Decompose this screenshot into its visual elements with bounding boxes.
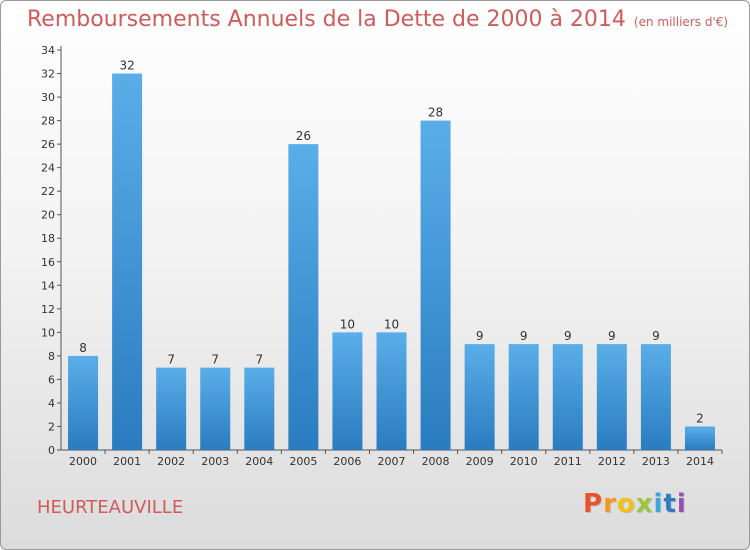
- y-tick-label: 6: [48, 373, 55, 386]
- x-tick-label: 2013: [642, 455, 670, 468]
- data-label: 9: [652, 329, 660, 343]
- bar: [156, 367, 187, 450]
- y-tick-label: 16: [41, 256, 55, 269]
- y-tick-label: 8: [48, 350, 55, 363]
- bar: [596, 344, 627, 450]
- bar: [200, 367, 231, 450]
- x-tick-label: 2014: [686, 455, 714, 468]
- bars: [68, 73, 715, 451]
- bar: [552, 344, 583, 450]
- title-unit: (en milliers d'€): [633, 15, 729, 29]
- chart-title: Remboursements Annuels de la Dette de 20…: [27, 7, 728, 32]
- x-tick-label: 2009: [466, 455, 494, 468]
- y-tick-label: 2: [48, 420, 55, 433]
- y-tick-label: 4: [48, 397, 55, 410]
- bar: [288, 144, 319, 450]
- y-tick-label: 32: [41, 68, 55, 81]
- y-tick-label: 28: [41, 115, 55, 128]
- y-tick-label: 10: [41, 326, 55, 339]
- x-tick-label: 2011: [554, 455, 582, 468]
- x-tick-label: 2006: [333, 455, 361, 468]
- bar: [508, 344, 539, 450]
- data-label: 7: [167, 353, 175, 367]
- x-tick-label: 2012: [598, 455, 626, 468]
- bar: [376, 332, 407, 450]
- x-tick-label: 2005: [289, 455, 317, 468]
- data-label: 9: [608, 329, 616, 343]
- bar: [244, 367, 275, 450]
- logo-letter: r: [603, 489, 617, 519]
- x-tick-label: 2003: [201, 455, 229, 468]
- y-tick-label: 18: [41, 232, 55, 245]
- x-tick-label: 2010: [510, 455, 538, 468]
- x-tick-label: 2001: [113, 455, 141, 468]
- data-label: 9: [476, 329, 484, 343]
- data-label: 32: [119, 59, 134, 73]
- y-tick-label: 12: [41, 303, 55, 316]
- bar: [420, 120, 451, 451]
- y-tick-label: 34: [41, 44, 55, 57]
- data-label: 2: [696, 411, 704, 425]
- y-tick-label: 20: [41, 209, 55, 222]
- bar: [332, 332, 363, 450]
- data-label: 10: [384, 317, 399, 331]
- bar: [464, 344, 495, 450]
- y-tick-label: 26: [41, 138, 55, 151]
- bar: [640, 344, 671, 450]
- y-tick-label: 30: [41, 91, 55, 104]
- x-tick-label: 2007: [378, 455, 406, 468]
- y-tick-label: 22: [41, 185, 55, 198]
- logo-letter: i: [676, 489, 687, 519]
- logo-letter: i: [653, 489, 664, 519]
- data-label: 8: [79, 341, 87, 355]
- labels: 2000 8 2001 32 2002 7 2003 7 2004 7 2005 26 2006 10 20…: [69, 59, 714, 468]
- title-main: Remboursements Annuels de la Dette de 20…: [27, 7, 626, 32]
- logo-letter: o: [616, 489, 636, 519]
- bar: [112, 73, 143, 450]
- x-tick-label: 2004: [245, 455, 273, 468]
- bar: [684, 426, 715, 450]
- y-tick-label: 0: [48, 444, 55, 457]
- x-tick-label: 2000: [69, 455, 97, 468]
- data-label: 10: [340, 317, 355, 331]
- y-tick-label: 14: [41, 279, 55, 292]
- x-tick-label: 2002: [157, 455, 185, 468]
- data-label: 26: [296, 129, 311, 143]
- logo-letter: P: [583, 489, 604, 519]
- proxiti-logo: Proxiti: [583, 489, 687, 519]
- y-tick-label: 24: [41, 162, 55, 175]
- commune-name: HEURTEAUVILLE: [37, 497, 184, 518]
- data-label: 28: [428, 106, 443, 120]
- logo-letter: x: [635, 489, 654, 519]
- bar: [68, 355, 99, 450]
- x-tick-label: 2008: [422, 455, 450, 468]
- data-label: 9: [564, 329, 572, 343]
- data-label: 7: [255, 353, 263, 367]
- data-label: 9: [520, 329, 528, 343]
- data-label: 7: [211, 353, 219, 367]
- logo-letter: t: [663, 489, 677, 519]
